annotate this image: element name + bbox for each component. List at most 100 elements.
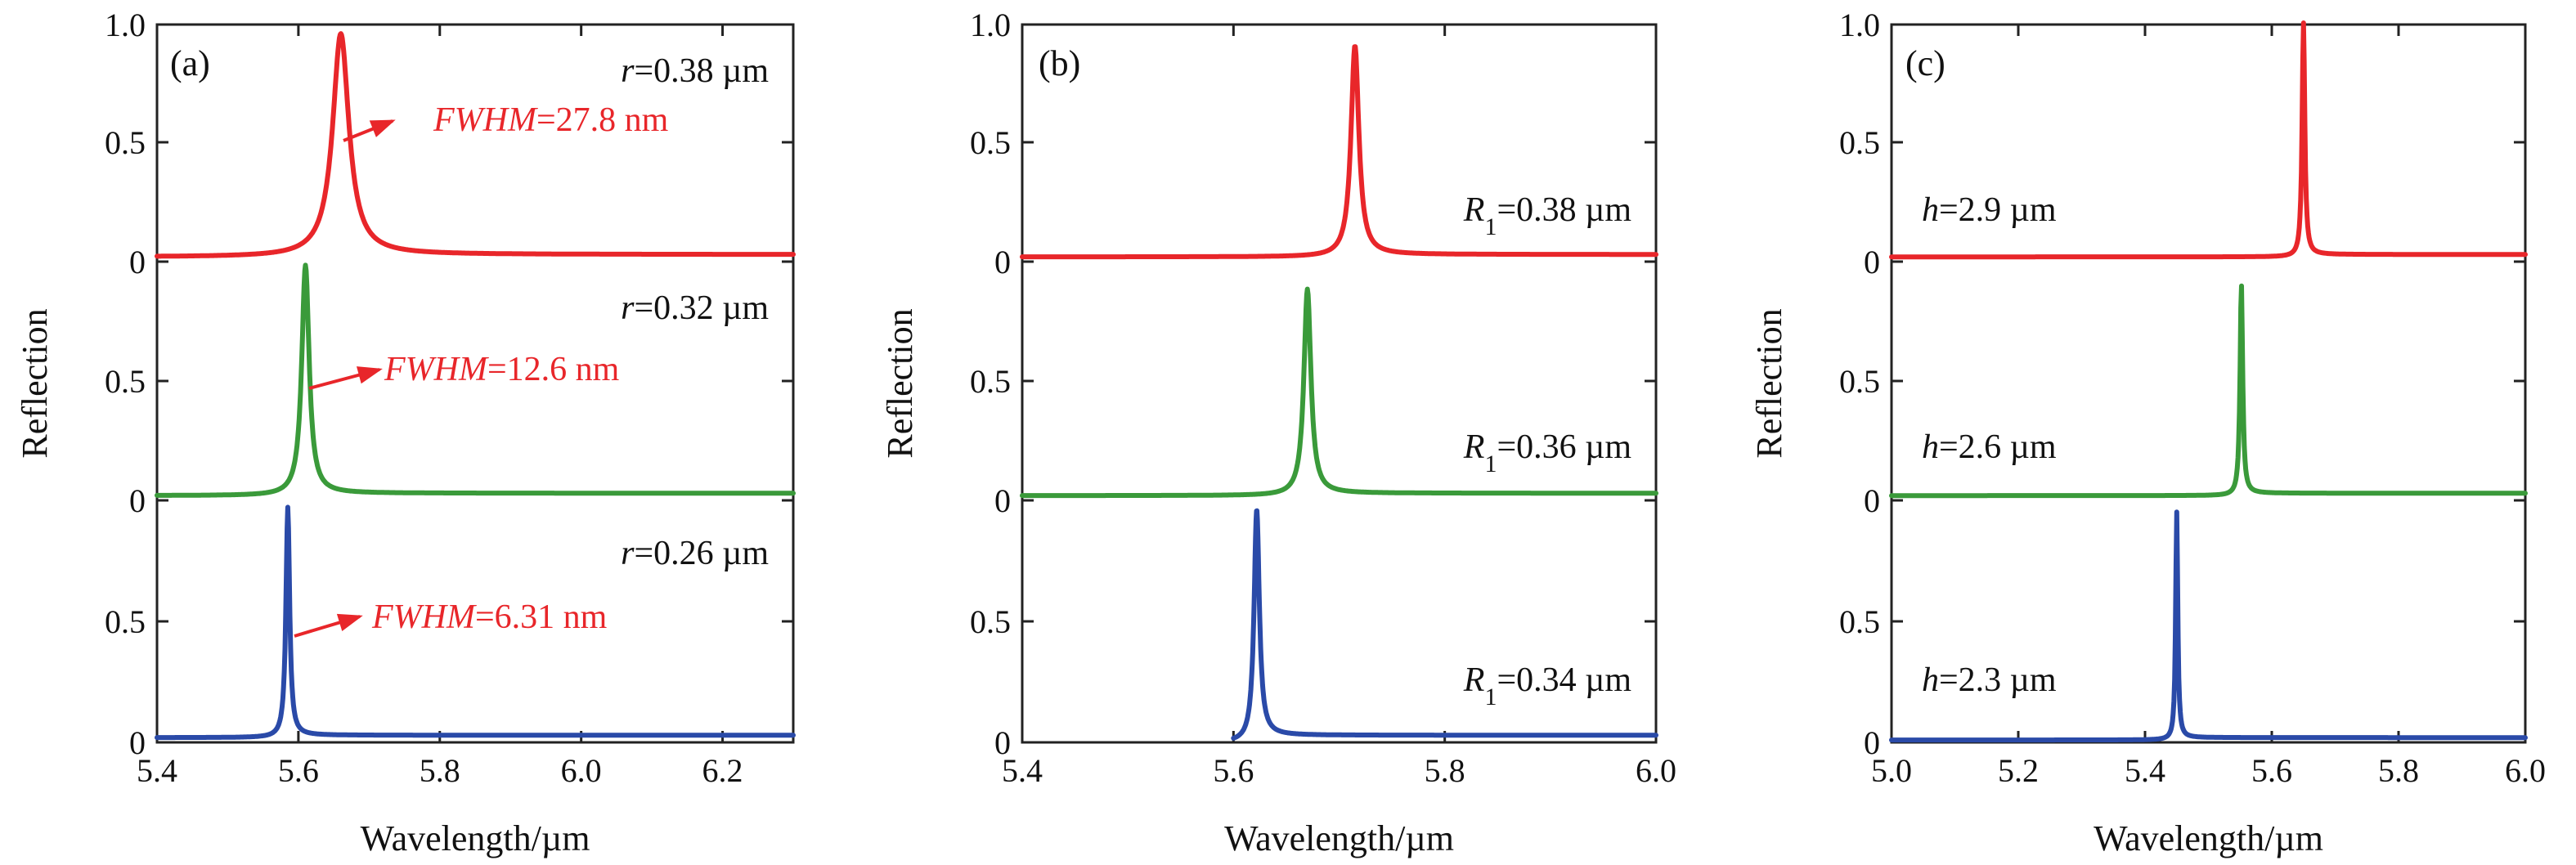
y-tick-label: 0 — [129, 724, 146, 761]
series-line-green — [1020, 286, 1658, 499]
x-tick-label: 6.0 — [2505, 752, 2546, 789]
series-label-sub: 1 — [1484, 450, 1497, 477]
plot-frame — [155, 23, 795, 744]
y-tick-label: 0 — [129, 244, 146, 280]
series-label-sub: 1 — [1484, 213, 1497, 240]
series-label-value: =2.9 µm — [1939, 191, 2057, 229]
arrow-head — [357, 366, 383, 384]
x-axis-label: Wavelength/µm — [2094, 818, 2323, 858]
y-tick-label: 0.5 — [105, 603, 146, 640]
series-label-sub: 1 — [1484, 683, 1497, 710]
series-label-var: R — [1463, 428, 1485, 466]
y-tick-label: 0 — [994, 482, 1011, 519]
y-tick-label: 1.0 — [970, 7, 1011, 43]
x-tick-label: 6.0 — [561, 752, 602, 789]
series-label-value: =0.38 µm — [1497, 191, 1631, 229]
series-label: R1=0.38 µm — [1463, 191, 1632, 240]
panel-label: (c) — [1905, 43, 1945, 83]
x-tick-label: 5.4 — [137, 752, 177, 789]
y-tick-label: 0.5 — [970, 603, 1011, 640]
series-label: R1=0.36 µm — [1463, 428, 1632, 477]
x-tick-label: 5.2 — [1998, 752, 2039, 789]
y-tick-label: 0 — [1864, 244, 1880, 280]
fwhm-annotation: FWHM=6.31 nm — [371, 598, 608, 636]
y-tick-label: 0.5 — [1839, 124, 1880, 161]
series-line-blue — [1231, 508, 1658, 741]
fwhm-value: =12.6 nm — [487, 351, 620, 388]
series-label-var: h — [1922, 191, 1939, 229]
x-tick-label: 5.0 — [1871, 752, 1912, 789]
y-axis-label: Reflection — [880, 308, 920, 458]
series-label: R1=0.34 µm — [1463, 661, 1632, 710]
y-tick-label: 0 — [994, 244, 1011, 280]
series-line-red — [1889, 20, 2528, 260]
x-tick-label: 5.8 — [420, 752, 460, 789]
y-tick-label: 0 — [129, 482, 146, 519]
y-tick-label: 0.5 — [970, 124, 1011, 161]
series-label-var: h — [1922, 661, 1939, 699]
fwhm-label: FWHM — [433, 101, 538, 139]
series-label-value: =2.3 µm — [1939, 661, 2057, 699]
y-tick-label: 0 — [1864, 482, 1880, 519]
series-label-var: R — [1463, 661, 1485, 699]
fwhm-label: FWHM — [371, 598, 477, 636]
y-tick-label: 1.0 — [105, 7, 146, 43]
series-label-value: =0.34 µm — [1497, 661, 1631, 699]
y-tick-label: 0 — [1864, 724, 1880, 761]
y-tick-label: 0.5 — [1839, 603, 1880, 640]
x-tick-label: 5.8 — [2378, 752, 2419, 789]
fwhm-annotation: FWHM=27.8 nm — [433, 101, 669, 139]
fwhm-annotation: FWHM=12.6 nm — [384, 351, 620, 388]
series-label-var: R — [1463, 191, 1485, 229]
x-tick-label: 6.0 — [1636, 752, 1676, 789]
x-tick-label: 5.6 — [2251, 752, 2292, 789]
panel-1: 1.00.500.500.505.4 5.6 5.8 6.0 6.2Wavelength… — [15, 7, 796, 858]
x-tick-label: 5.6 — [278, 752, 319, 789]
series-line-blue — [1889, 509, 2528, 743]
series-line-red — [155, 31, 796, 259]
series-label-value: =0.36 µm — [1497, 428, 1631, 466]
y-tick-label: 0.5 — [105, 124, 146, 161]
fwhm-value: =6.31 nm — [475, 598, 608, 636]
y-tick-label: 1.0 — [1839, 7, 1880, 43]
x-axis-label: Wavelength/µm — [361, 818, 590, 858]
x-axis-label: Wavelength/µm — [1224, 818, 1454, 858]
panel-3: 1.00.500.500.505.0 5.2 5.4 5.6 5.8 6.0Wavelen… — [1749, 7, 2546, 858]
y-tick-label: 0.5 — [105, 363, 146, 400]
y-axis-label: Reflection — [1749, 308, 1789, 458]
series-line-red — [1020, 44, 1658, 260]
panel-label: (b) — [1039, 43, 1080, 83]
series-label: h=2.6 µm — [1922, 428, 2057, 466]
x-tick-label: 5.6 — [1213, 752, 1254, 789]
x-tick-label: 6.2 — [702, 752, 743, 789]
series-line-blue — [155, 504, 796, 741]
series-label-value: =0.38 µm — [634, 52, 769, 90]
plot-frame — [1890, 23, 2527, 744]
y-tick-label: 0.5 — [1839, 363, 1880, 400]
arrow-head — [336, 613, 363, 631]
series-label: h=2.3 µm — [1922, 661, 2057, 699]
x-tick-label: 5.8 — [1425, 752, 1465, 789]
series-label: r=0.38 µm — [621, 52, 769, 90]
series-label-var: r — [621, 535, 635, 572]
series-label-var: h — [1922, 428, 1939, 466]
y-tick-label: 0.5 — [970, 363, 1011, 400]
series-label-value: =0.26 µm — [634, 535, 769, 572]
series-line-green — [1889, 283, 2528, 499]
y-tick-label: 0 — [994, 724, 1011, 761]
series-label-value: =2.6 µm — [1939, 428, 2057, 466]
panel-2: 1.00.500.500.505.4 5.6 5.8 6.0Wavelength/µm… — [880, 7, 1676, 858]
series-label-var: r — [621, 289, 635, 327]
series-label-value: =0.32 µm — [634, 289, 769, 327]
series-label: h=2.9 µm — [1922, 191, 2057, 229]
series-label: r=0.32 µm — [621, 289, 769, 327]
x-tick-label: 5.4 — [2125, 752, 2165, 789]
series-label-var: r — [621, 52, 635, 90]
panel-label: (a) — [170, 43, 210, 83]
plot-frame — [1021, 23, 1658, 744]
series-line-green — [155, 262, 796, 498]
fwhm-label: FWHM — [384, 351, 489, 388]
y-axis-label: Reflection — [15, 308, 55, 458]
x-tick-label: 5.4 — [1002, 752, 1043, 789]
